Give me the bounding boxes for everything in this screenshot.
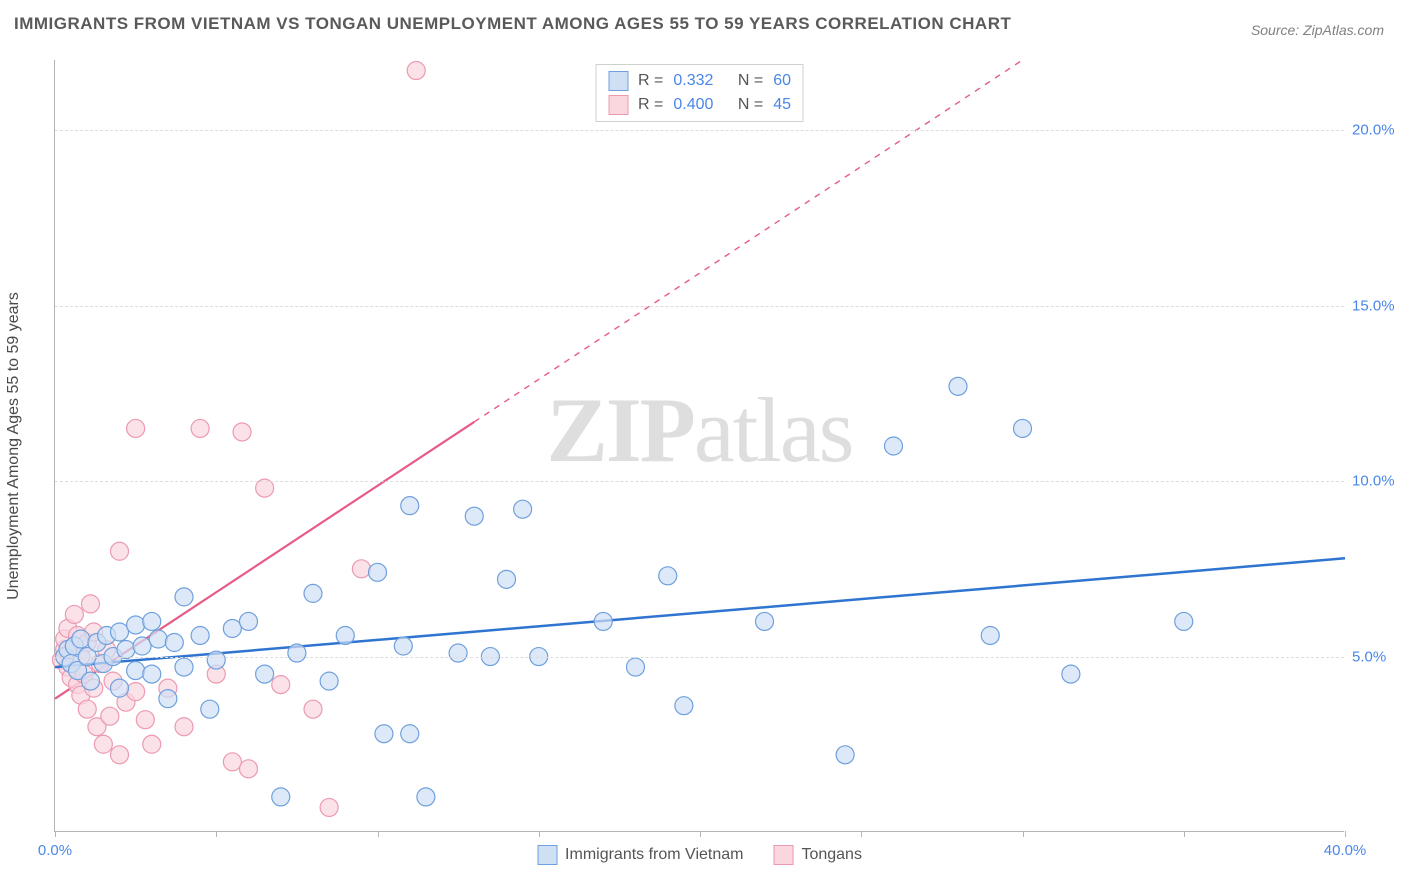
x-tick [378, 831, 379, 837]
gridline-h [55, 481, 1344, 482]
gridline-h [55, 306, 1344, 307]
legend-r-value-1: 0.400 [673, 96, 713, 114]
legend-stats-row-0: R = 0.332 N = 60 [608, 69, 791, 93]
chart-plot-area: ZIPatlas R = 0.332 N = 60 R = 0.400 N = … [54, 60, 1344, 832]
legend-bottom-label-0: Immigrants from Vietnam [565, 846, 743, 864]
legend-bottom: Immigrants from Vietnam Tongans [537, 845, 862, 865]
y-axis-label: Unemployment Among Ages 55 to 59 years [5, 292, 23, 600]
legend-n-label: N = [738, 96, 763, 114]
legend-bottom-swatch-0 [537, 845, 557, 865]
legend-swatch-0 [608, 71, 628, 91]
legend-r-label: R = [638, 96, 663, 114]
legend-n-value-1: 45 [773, 96, 791, 114]
legend-item-0: Immigrants from Vietnam [537, 845, 743, 865]
gridline-h [55, 657, 1344, 658]
x-tick-label: 40.0% [1324, 842, 1367, 859]
legend-bottom-swatch-1 [773, 845, 793, 865]
chart-svg [55, 60, 1344, 831]
y-tick-label: 10.0% [1352, 473, 1406, 490]
legend-n-label: N = [738, 72, 763, 90]
gridline-h [55, 130, 1344, 131]
legend-stats: R = 0.332 N = 60 R = 0.400 N = 45 [595, 64, 804, 122]
x-tick [700, 831, 701, 837]
source-attribution: Source: ZipAtlas.com [1251, 22, 1384, 38]
legend-stats-row-1: R = 0.400 N = 45 [608, 93, 791, 117]
legend-r-value-0: 0.332 [673, 72, 713, 90]
legend-item-1: Tongans [773, 845, 862, 865]
x-tick [1023, 831, 1024, 837]
chart-title: IMMIGRANTS FROM VIETNAM VS TONGAN UNEMPL… [14, 14, 1011, 34]
x-tick-label: 0.0% [38, 842, 72, 859]
y-tick-label: 15.0% [1352, 297, 1406, 314]
x-tick [861, 831, 862, 837]
x-tick [1184, 831, 1185, 837]
legend-n-value-0: 60 [773, 72, 791, 90]
x-tick [55, 831, 56, 837]
legend-swatch-1 [608, 95, 628, 115]
legend-r-label: R = [638, 72, 663, 90]
x-tick [1345, 831, 1346, 837]
x-tick [216, 831, 217, 837]
y-tick-label: 20.0% [1352, 122, 1406, 139]
y-tick-label: 5.0% [1352, 648, 1406, 665]
x-tick [539, 831, 540, 837]
legend-bottom-label-1: Tongans [801, 846, 862, 864]
